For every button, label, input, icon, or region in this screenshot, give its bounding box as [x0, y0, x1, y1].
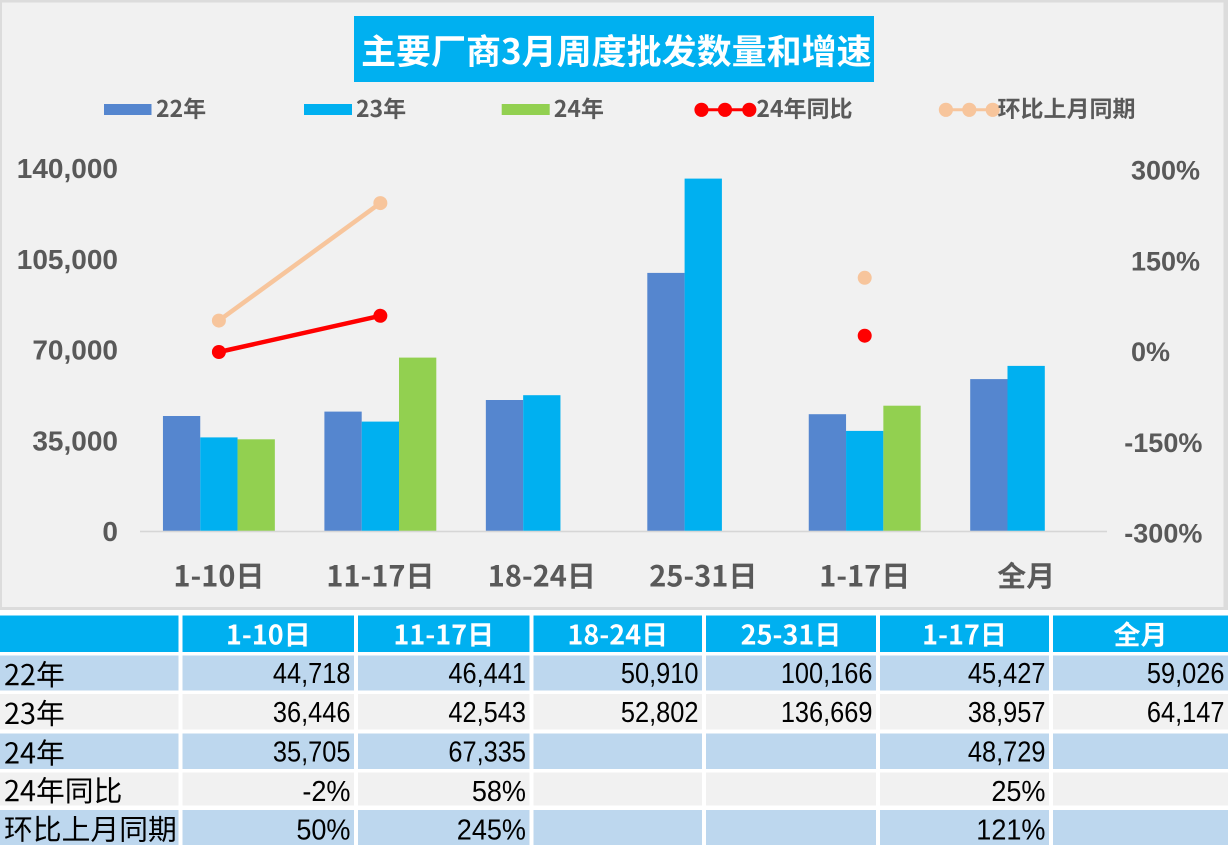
- svg-text:70,000: 70,000: [32, 335, 118, 366]
- svg-text:44,718: 44,718: [273, 658, 351, 690]
- svg-text:59,026: 59,026: [1147, 658, 1225, 690]
- svg-text:35,705: 35,705: [273, 736, 351, 768]
- svg-text:46,441: 46,441: [448, 658, 526, 690]
- svg-text:-300%: -300%: [1124, 519, 1202, 549]
- svg-text:64,147: 64,147: [1147, 696, 1225, 728]
- svg-text:140,000: 140,000: [17, 153, 118, 184]
- svg-text:-2%: -2%: [302, 775, 350, 807]
- svg-text:35,000: 35,000: [32, 425, 118, 456]
- svg-text:0: 0: [102, 516, 118, 547]
- svg-text:48,729: 48,729: [968, 736, 1046, 768]
- svg-text:42,543: 42,543: [448, 696, 526, 728]
- svg-text:45,427: 45,427: [968, 658, 1046, 690]
- svg-text:38,957: 38,957: [968, 696, 1046, 728]
- svg-text:300%: 300%: [1131, 156, 1200, 186]
- svg-text:100,166: 100,166: [781, 658, 873, 690]
- svg-text:67,335: 67,335: [448, 736, 526, 768]
- svg-text:25%: 25%: [991, 775, 1045, 807]
- svg-text:36,446: 36,446: [273, 696, 351, 728]
- svg-text:50,910: 50,910: [621, 658, 699, 690]
- svg-text:245%: 245%: [457, 814, 526, 846]
- svg-text:0%: 0%: [1131, 337, 1170, 367]
- svg-text:58%: 58%: [472, 775, 526, 807]
- svg-text:-150%: -150%: [1124, 428, 1202, 458]
- svg-text:150%: 150%: [1131, 246, 1200, 276]
- svg-text:50%: 50%: [296, 814, 350, 846]
- svg-text:136,669: 136,669: [781, 696, 873, 728]
- svg-text:52,802: 52,802: [621, 696, 699, 728]
- svg-text:121%: 121%: [976, 814, 1045, 846]
- svg-text:105,000: 105,000: [17, 244, 118, 275]
